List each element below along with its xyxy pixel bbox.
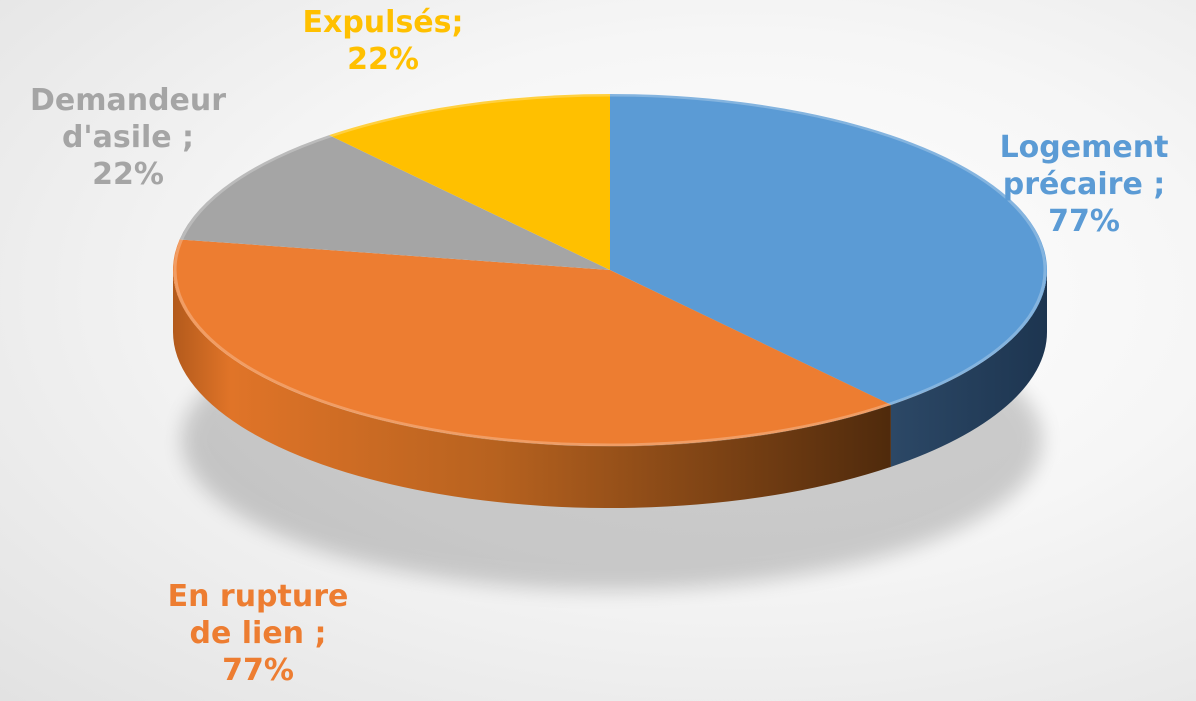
data-label-en-rupture-de-lien: En rupture de lien ; 77%	[168, 579, 349, 688]
data-label-value: 77%	[1048, 204, 1120, 239]
pie-side-en-rupture-de-lien	[173, 270, 891, 509]
pie-slice-demandeur-d-asile	[179, 135, 610, 270]
pie-top-faces	[172, 93, 1047, 447]
data-labels: Logement précaire ; 77%En rupture de lien ;…	[30, 5, 1168, 688]
data-label-value: 22%	[347, 42, 419, 77]
data-label-text: Expulsés;	[302, 5, 463, 40]
data-label-value: 77%	[222, 653, 294, 688]
data-label-value: 22%	[92, 157, 164, 192]
pie-side-walls	[173, 270, 1047, 509]
data-label-expulses: Expulsés; 22%	[302, 5, 463, 77]
data-label-demandeur-d-asile: Demandeur d'asile ; 22%	[30, 83, 226, 192]
pie-slice-en-rupture-de-lien	[172, 239, 891, 447]
pie-rim-highlight	[173, 93, 1047, 447]
data-label-text: précaire ;	[1003, 167, 1166, 202]
data-label-text: En rupture	[168, 579, 349, 614]
data-label-text: de lien ;	[190, 616, 327, 651]
data-label-text: Demandeur	[30, 83, 226, 118]
pie-slice-logement-precaire	[610, 94, 1047, 405]
pie-side-logement-precaire	[890, 270, 1047, 467]
data-label-logement-precaire: Logement précaire ; 77%	[1000, 130, 1169, 239]
data-label-text: d'asile ;	[62, 120, 194, 155]
pie-slice-expulses	[329, 94, 610, 270]
data-label-text: Logement	[1000, 130, 1169, 165]
